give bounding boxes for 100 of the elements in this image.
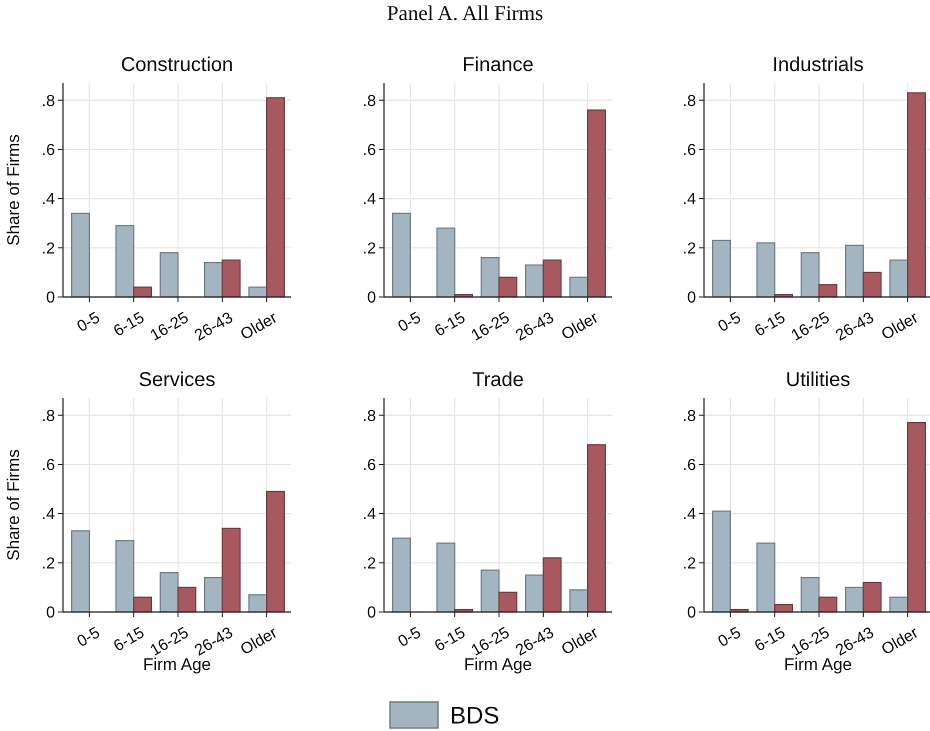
bar — [862, 582, 882, 613]
bar — [266, 490, 285, 613]
bar — [907, 422, 926, 613]
bar — [436, 542, 456, 613]
bar — [222, 260, 241, 298]
y-tick-label: .6 — [682, 457, 696, 474]
x-axis-title: Firm Age — [784, 655, 852, 674]
chart-title: Industrials — [772, 54, 864, 76]
y-tick-label: .4 — [42, 506, 56, 524]
bar — [587, 109, 606, 298]
x-tick-label: Older — [238, 309, 281, 344]
x-tick-label: Older — [558, 309, 602, 344]
bar — [542, 557, 562, 613]
bar — [712, 240, 731, 298]
x-tick-label: Older — [558, 624, 602, 659]
bar — [71, 530, 90, 613]
y-tick-label: .2 — [362, 555, 376, 572]
bar — [115, 225, 134, 298]
y-tick-label: .2 — [682, 555, 696, 572]
bar — [133, 286, 152, 298]
x-tick-label: Older — [878, 624, 922, 659]
x-tick-label: 0-5 — [74, 309, 104, 336]
bar — [222, 528, 241, 613]
bar — [133, 596, 152, 613]
y-tick-label: 0 — [687, 604, 696, 622]
y-tick-label: 0 — [46, 604, 56, 622]
y-tick-label: .8 — [682, 92, 696, 110]
bar — [115, 540, 134, 613]
bar — [756, 542, 776, 613]
bar — [204, 262, 223, 298]
chart-title: Trade — [472, 369, 524, 391]
bar — [818, 596, 838, 613]
x-tick-label: 0-5 — [74, 624, 104, 651]
bar — [800, 252, 820, 298]
bar — [392, 212, 411, 298]
x-tick-label: Older — [238, 624, 281, 659]
x-tick-label: 6-15 — [752, 624, 788, 656]
bar — [756, 242, 776, 298]
text: Panel A. All Firms — [386, 1, 544, 25]
y-tick-label: .4 — [682, 191, 696, 208]
bar — [862, 272, 882, 298]
x-tick-label: 6-15 — [111, 624, 148, 656]
x-tick-label: 0-5 — [715, 624, 744, 651]
y-tick-label: .4 — [362, 191, 376, 208]
y-tick-label: .4 — [362, 506, 376, 524]
x-tick-label: 0-5 — [715, 309, 744, 336]
chart-title: Construction — [120, 54, 234, 76]
y-axis-title: Share of Firms — [4, 449, 23, 561]
bar — [480, 257, 500, 298]
y-tick-label: .2 — [42, 555, 56, 572]
y-tick-label: .6 — [42, 457, 56, 474]
y-tick-label: .6 — [362, 142, 376, 160]
y-tick-label: .6 — [362, 457, 376, 474]
bar — [587, 444, 606, 613]
x-axis-title: Firm Age — [142, 655, 212, 674]
bar — [524, 574, 544, 613]
bar — [800, 576, 820, 613]
y-tick-label: .6 — [42, 142, 56, 160]
y-tick-label: .4 — [682, 506, 696, 524]
x-tick-label: 6-15 — [432, 624, 468, 656]
y-tick-label: .2 — [682, 240, 696, 258]
bar — [480, 570, 500, 613]
y-tick-label: 0 — [46, 290, 56, 307]
y-tick-label: 0 — [687, 290, 696, 307]
bar — [907, 92, 926, 298]
y-tick-label: .8 — [682, 408, 696, 425]
legend-label: BDS — [450, 702, 500, 730]
y-tick-label: .6 — [682, 142, 696, 160]
bar — [392, 538, 411, 613]
bar — [160, 252, 179, 298]
chart-title: Services — [138, 369, 216, 391]
y-tick-label: .8 — [362, 408, 376, 425]
x-tick-label: 6-15 — [752, 309, 788, 340]
x-tick-label: 0-5 — [395, 309, 424, 336]
y-tick-label: .2 — [42, 240, 56, 258]
bar — [498, 276, 518, 298]
y-tick-label: .8 — [362, 92, 376, 110]
bar — [204, 576, 223, 613]
y-tick-label: .8 — [42, 408, 56, 425]
y-tick-label: .8 — [42, 92, 56, 110]
x-tick-label: 0-5 — [395, 624, 424, 651]
bar — [542, 260, 562, 298]
x-tick-label: 6-15 — [111, 309, 148, 340]
bar — [177, 586, 196, 613]
bar — [498, 592, 518, 613]
x-axis-title: Firm Age — [464, 655, 532, 674]
bar — [436, 228, 456, 298]
bar — [889, 260, 908, 298]
bar — [160, 572, 179, 613]
y-tick-label: .2 — [362, 240, 376, 258]
chart-title: Utilities — [786, 369, 850, 391]
bar — [818, 284, 838, 298]
y-axis-title: Share of Firms — [4, 134, 23, 246]
bar — [844, 244, 864, 298]
bar — [712, 510, 731, 613]
y-tick-label: 0 — [367, 290, 376, 307]
x-tick-label: 6-15 — [432, 309, 468, 340]
bar — [266, 97, 285, 298]
chart-title: Finance — [462, 54, 534, 76]
bar — [71, 212, 90, 298]
